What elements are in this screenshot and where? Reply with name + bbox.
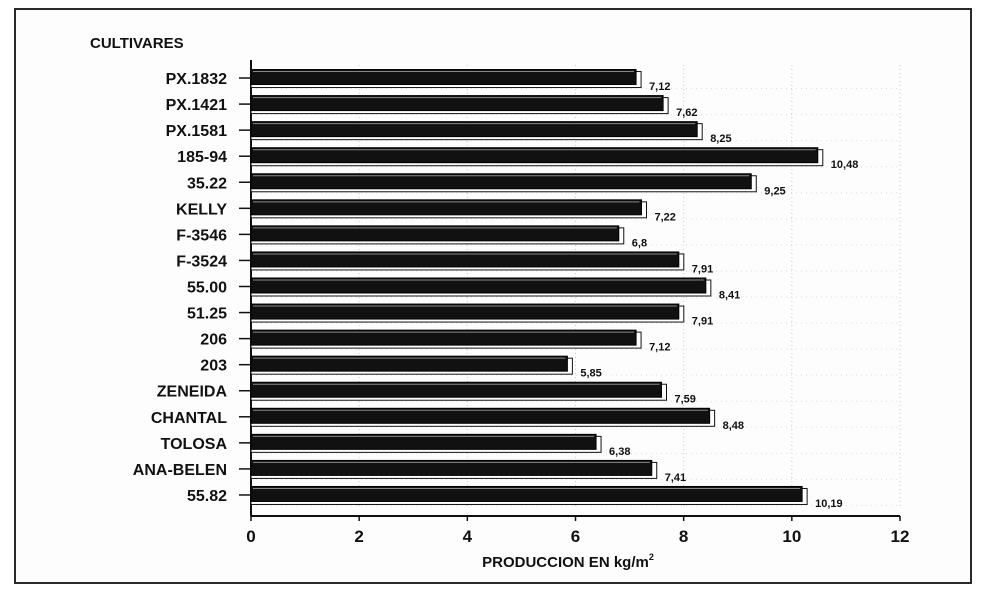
data-label: 8,41 [719,290,740,302]
data-label: 8,25 [710,133,731,145]
data-label: 7,12 [649,342,670,354]
x-tick-label: 6 [571,527,580,546]
data-label: 7,62 [676,107,697,119]
bar [250,303,680,320]
data-label: 8,48 [723,420,744,432]
x-tick-label: 0 [246,527,255,546]
data-label: 7,59 [674,394,695,406]
category-label: 35.22 [187,175,227,192]
data-label: 9,25 [764,185,785,197]
category-axis-title: CULTIVARES [90,35,184,52]
x-tick-label: 10 [782,527,801,546]
bar [250,225,620,242]
category-label: TOLOSA [161,436,228,453]
bar [250,173,752,190]
bar [250,121,698,138]
category-label: 203 [200,358,227,375]
category-label: 55.00 [187,280,227,297]
category-label: F-3524 [176,253,227,270]
bar [250,277,707,294]
bar [250,459,653,476]
data-label: 7,91 [692,263,713,275]
bar [250,433,597,450]
category-label: PX.1832 [166,71,227,88]
x-tick-label: 8 [679,527,688,546]
category-label: ANA-BELEN [133,462,227,479]
bar-layer [250,69,824,505]
x-tick-label: 12 [891,527,910,546]
bar [250,147,819,164]
data-label: 6,38 [609,446,630,458]
x-tick-label: 4 [463,527,473,546]
x-axis-title-superscript: 2 [649,552,654,562]
label-layer: 0 2 4 6 8 10 12 PX.1832 7,12 PX.1421 7,62 PX.1581 8,… [133,71,910,546]
category-label: KELLY [176,201,227,218]
category-label: PX.1581 [166,123,227,140]
category-label: 185-94 [177,149,227,166]
bar [250,381,662,398]
data-label: 10,19 [815,498,843,510]
bar [250,329,637,346]
category-label: 51.25 [187,306,227,323]
bar [250,69,637,86]
data-label: 7,91 [692,316,713,328]
bar [250,95,664,112]
category-label: F-3546 [176,227,227,244]
bar [250,199,642,216]
bar [250,407,711,424]
data-label: 10,48 [831,159,859,171]
category-label: CHANTAL [151,410,227,427]
bar [250,355,568,372]
category-label: PX.1421 [166,97,227,114]
bar [250,251,680,268]
data-label: 7,22 [654,211,675,223]
data-label: 6,8 [632,237,647,249]
x-axis-title: PRODUCCION EN kg/m2 [482,552,654,571]
data-label: 7,12 [649,81,670,93]
category-label: 206 [200,332,227,349]
x-axis-title-text: PRODUCCION EN kg/m [482,554,649,571]
x-tick-label: 2 [354,527,363,546]
category-label: ZENEIDA [157,384,228,401]
category-label: 55.82 [187,488,227,505]
data-label: 7,41 [665,472,686,484]
bar [250,485,803,502]
data-label: 5,85 [580,368,601,380]
